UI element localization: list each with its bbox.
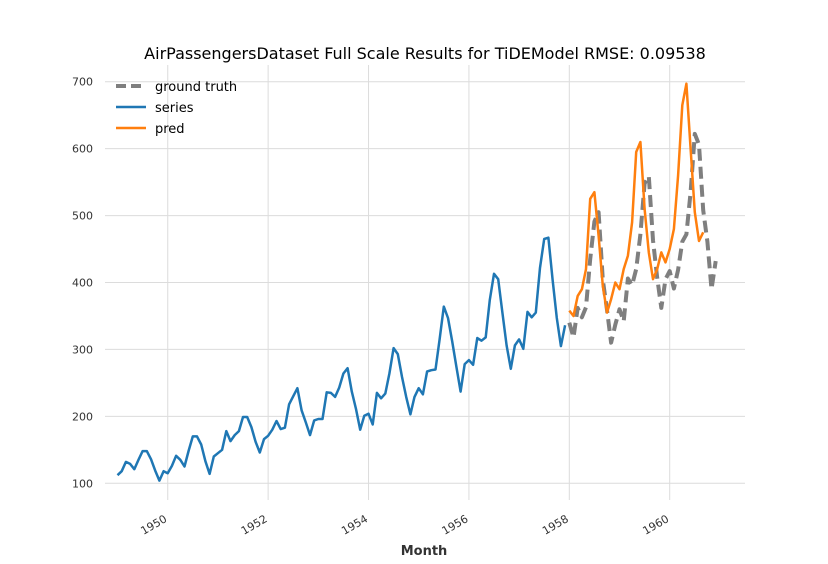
x-tick-label: 1956 [440, 512, 471, 537]
x-tick-label: 1954 [339, 512, 370, 537]
legend-label: series [155, 101, 194, 116]
tick-labels: 100 200 300 400 500 600 700 1950 1952 1954 1956 195… [72, 76, 671, 538]
y-tick-label: 200 [72, 410, 93, 423]
y-tick-label: 600 [72, 143, 93, 156]
y-tick-label: 100 [72, 477, 93, 490]
legend: ground truth series pred [116, 80, 237, 137]
legend-label: pred [155, 122, 185, 137]
y-tick-label: 700 [72, 76, 93, 89]
x-axis-label: Month [401, 544, 448, 559]
series-lines [116, 82, 718, 482]
series-line-pred [568, 82, 705, 318]
y-tick-label: 300 [72, 343, 93, 356]
grid [105, 65, 745, 500]
x-tick-label: 1960 [640, 512, 671, 537]
x-tick-label: 1958 [540, 512, 571, 537]
series-line-ground-truth [567, 131, 718, 345]
chart-title: AirPassengersDataset Full Scale Results … [144, 44, 706, 63]
legend-label: ground truth [155, 80, 237, 95]
x-tick-label: 1952 [239, 512, 270, 537]
series-line-series [116, 236, 567, 482]
y-tick-label: 400 [72, 277, 93, 290]
y-tick-label: 500 [72, 210, 93, 223]
x-tick-label: 1950 [138, 512, 169, 537]
